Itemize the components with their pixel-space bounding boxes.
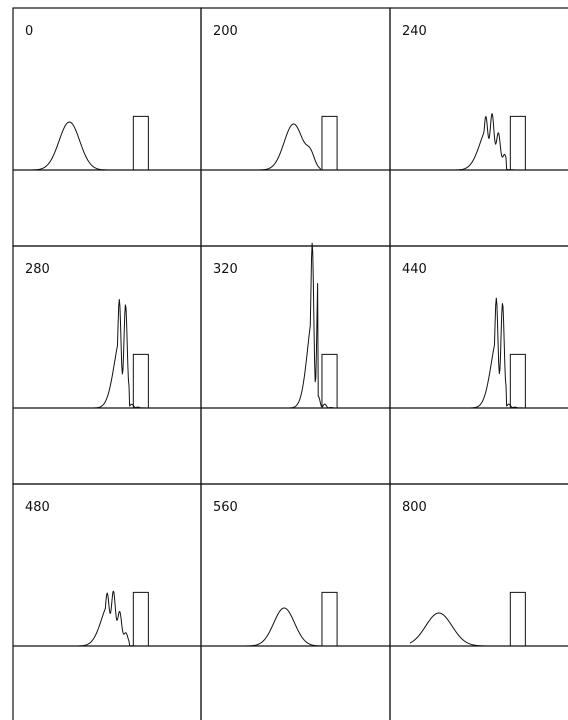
simulation-panel: 560 (200, 483, 391, 720)
simulation-panel: 280 (12, 245, 202, 485)
wave-packet (221, 123, 380, 171)
simulation-panel: 440 (389, 245, 568, 485)
potential-barrier (321, 115, 338, 170)
panel-frame (12, 483, 202, 720)
panel-frame (200, 483, 391, 720)
potential-barrier (132, 115, 149, 170)
panel-frame (200, 7, 391, 247)
wave-packet (33, 590, 191, 647)
panel-label: 560 (213, 500, 238, 515)
wave-packet (409, 612, 568, 647)
simulation-panel: 320 (200, 242, 391, 485)
wave-packet (33, 299, 191, 409)
panel-label: 480 (25, 500, 50, 515)
panel-frame (389, 7, 568, 247)
panel-label: 240 (402, 24, 427, 39)
potential-barrier (321, 353, 338, 408)
wave-packet (410, 113, 568, 171)
panel-label: 280 (25, 262, 50, 277)
panel-label: 800 (402, 500, 427, 515)
panel-frame (12, 245, 202, 485)
potential-barrier (132, 591, 149, 646)
panel-label: 200 (213, 24, 238, 39)
potential-barrier (509, 591, 526, 646)
panel-frame (200, 245, 391, 485)
panel-label: 440 (402, 262, 427, 277)
potential-barrier (509, 115, 526, 170)
panel-frame (12, 7, 202, 247)
panel-label: 320 (213, 262, 238, 277)
panel-frame (389, 483, 568, 720)
panels-root: 0 200 240 280 320 440 480 560 800 (12, 7, 568, 720)
wave-packet (410, 297, 568, 409)
simulation-panel: 240 (389, 7, 568, 247)
wave-packet (221, 242, 380, 409)
simulation-panel: 0 (12, 7, 202, 247)
simulation-panel: 480 (12, 483, 202, 720)
simulation-panel: 800 (389, 483, 568, 720)
potential-barrier (321, 591, 338, 646)
potential-barrier (132, 353, 149, 408)
panel-frame (389, 245, 568, 485)
wave-packet (221, 607, 380, 647)
panel-label: 0 (25, 24, 33, 39)
wave-packet (32, 121, 191, 171)
simulation-panel: 200 (200, 7, 391, 247)
potential-barrier (509, 353, 526, 408)
